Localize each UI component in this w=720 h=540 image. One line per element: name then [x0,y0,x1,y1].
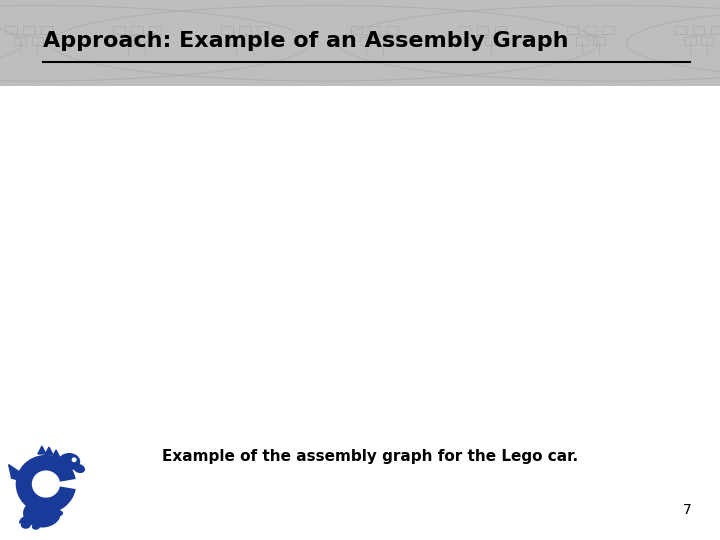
Polygon shape [19,516,38,523]
Polygon shape [45,447,53,455]
Ellipse shape [58,453,80,470]
Bar [248,37,259,45]
Bar [113,26,125,34]
Ellipse shape [55,510,63,516]
Bar [567,26,578,34]
Ellipse shape [32,524,40,530]
Bar [485,37,497,45]
Bar [0,0,720,86]
Bar [122,37,134,45]
Bar [351,26,362,34]
Bar [603,26,614,34]
Bar [5,26,17,34]
Text: Example of the assembly graph for the Lego car.: Example of the assembly graph for the Le… [162,449,578,464]
Bar [221,26,233,34]
Bar [32,37,43,45]
Bar [41,26,53,34]
Bar [701,37,713,45]
Bar [576,37,588,45]
Bar [230,37,242,45]
Bar [711,26,720,34]
Bar [675,26,686,34]
Circle shape [72,457,76,462]
Bar [593,37,605,45]
Text: Approach: Example of an Assembly Graph: Approach: Example of an Assembly Graph [43,31,569,51]
Bar [140,37,151,45]
Bar [495,26,506,34]
Ellipse shape [21,521,31,529]
Bar [239,26,251,34]
Text: 7: 7 [683,503,691,517]
Bar [23,26,35,34]
Bar [149,26,161,34]
Bar [360,37,372,45]
Bar [14,37,26,45]
Wedge shape [16,455,76,513]
Bar [257,26,269,34]
Bar [684,37,696,45]
Bar [693,26,704,34]
Ellipse shape [73,464,85,473]
Bar [377,37,389,45]
Bar [477,26,488,34]
Polygon shape [52,450,60,458]
Polygon shape [9,464,32,481]
Bar [585,26,596,34]
Polygon shape [38,446,46,454]
Polygon shape [24,500,60,527]
Bar [468,37,480,45]
Bar [369,26,380,34]
Bar [387,26,398,34]
Bar [459,26,470,34]
Bar [131,26,143,34]
